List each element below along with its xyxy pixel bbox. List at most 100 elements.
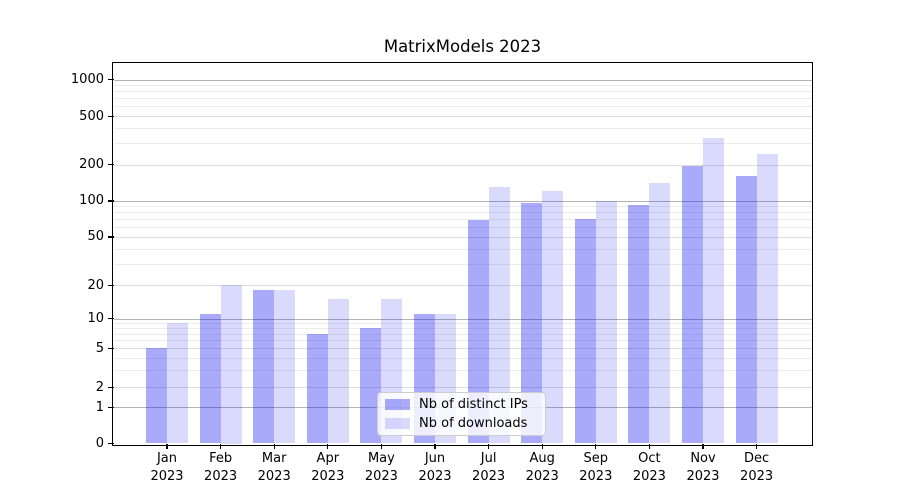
chart-title: MatrixModels 2023 (383, 37, 542, 56)
bar-downloads-jan (167, 323, 188, 444)
gridline-minor (113, 143, 812, 145)
legend: Nb of distinct IPs Nb of downloads (377, 392, 546, 436)
legend-swatch-downloads (385, 418, 410, 429)
x-tick-label: May 2023 (354, 450, 408, 485)
x-tick-year: 2023 (740, 468, 774, 484)
x-tick-month: Feb (209, 451, 233, 466)
bar-distinct-ips-jul (467, 220, 489, 444)
y-tick-label: 50 (87, 229, 104, 245)
y-tick-label: 100 (79, 193, 104, 209)
x-tick-month: Nov (690, 451, 716, 466)
bar-downloads-jul (488, 186, 510, 444)
gridline-minor (113, 127, 812, 129)
bar-downloads-sep (595, 200, 617, 444)
x-tick-year: 2023 (472, 468, 506, 484)
y-tick-mark (108, 347, 114, 350)
legend-label: Nb of distinct IPs (419, 397, 528, 412)
x-tick-label: Jan 2023 (140, 450, 194, 485)
gridline-minor (113, 323, 812, 325)
x-tick-mark (595, 443, 597, 449)
x-tick-label: Sep 2023 (569, 450, 623, 485)
bar-downloads-dec (756, 153, 778, 444)
x-tick-month: Jan (156, 451, 178, 466)
x-tick-month: Apr (316, 451, 340, 466)
gridline-major (113, 318, 812, 320)
legend-item-downloads: Nb of downloads (385, 416, 545, 431)
y-tick-label: 500 (79, 108, 104, 124)
gridline-minor (113, 98, 812, 100)
bar-distinct-ips-mar (253, 290, 275, 444)
y-tick-mark (108, 318, 114, 320)
x-tick-year: 2023 (418, 468, 452, 484)
y-tick-mark (108, 386, 114, 389)
gridline-minor (113, 206, 812, 208)
x-tick-mark (434, 443, 436, 449)
y-tick-label: 0 (95, 436, 104, 451)
y-tick-mark (108, 406, 114, 409)
x-tick-label: Oct 2023 (622, 450, 676, 485)
gridline (113, 285, 812, 286)
bar-distinct-ips-apr (306, 333, 328, 444)
bar-downloads-feb (220, 285, 242, 444)
bar-downloads-apr (327, 298, 349, 444)
x-tick-month: Mar (261, 451, 287, 466)
bar-distinct-ips-aug (521, 202, 543, 444)
x-tick-label: Nov 2023 (676, 450, 730, 485)
gridline-minor (113, 91, 812, 93)
x-tick-label: Feb 2023 (194, 450, 248, 485)
bar-downloads-nov (703, 137, 724, 444)
x-tick-mark (380, 443, 383, 449)
gridline (113, 236, 812, 238)
x-tick-mark (487, 443, 490, 449)
gridline-minor (113, 333, 812, 335)
x-tick-label: Jul 2023 (462, 450, 516, 485)
x-tick-mark (327, 443, 329, 449)
x-tick-mark (541, 443, 543, 449)
gridline-minor (113, 328, 812, 330)
x-tick-year: 2023 (364, 468, 398, 484)
y-tick-mark (108, 284, 114, 286)
x-tick-year: 2023 (525, 468, 559, 484)
x-tick-mark (273, 443, 275, 449)
y-tick-label: 1 (95, 399, 104, 415)
x-tick-month: Jul (480, 451, 497, 466)
y-tick-label: 200 (79, 157, 104, 172)
x-tick-label: Mar 2023 (247, 450, 301, 485)
x-tick-month: Aug (529, 451, 555, 466)
x-tick-month: Sep (583, 451, 609, 466)
x-tick-label: Jun 2023 (408, 450, 462, 485)
gridline-minor (113, 219, 812, 221)
x-tick-mark (648, 443, 651, 449)
y-tick-mark (108, 79, 114, 81)
y-tick-mark (108, 164, 114, 166)
gridline (113, 116, 812, 117)
x-tick-month: Jun (424, 451, 446, 466)
bar-distinct-ips-oct (628, 205, 650, 444)
y-tick-label: 2 (95, 379, 104, 395)
x-tick-year: 2023 (204, 468, 238, 484)
y-tick-label: 20 (87, 277, 104, 293)
gridline (113, 387, 812, 389)
gridline-minor (113, 263, 812, 265)
bar-distinct-ips-sep (574, 218, 596, 444)
x-tick-month: May (367, 451, 395, 466)
bar-downloads-oct (649, 183, 671, 444)
bar-distinct-ips-feb (199, 313, 221, 444)
x-tick-year: 2023 (150, 468, 184, 484)
y-tick-mark (108, 443, 114, 445)
x-tick-year: 2023 (257, 468, 291, 484)
y-tick-label: 1000 (70, 72, 104, 87)
gridline (113, 348, 812, 350)
bar-distinct-ips-jan (146, 348, 167, 444)
gridline-minor (113, 106, 812, 108)
y-tick-label: 10 (87, 311, 104, 326)
gridline-minor (113, 85, 812, 87)
gridline-minor (113, 340, 812, 342)
x-tick-mark (166, 443, 168, 449)
gridline-major (113, 200, 812, 202)
bar-distinct-ips-dec (735, 176, 757, 444)
legend-label: Nb of downloads (419, 416, 528, 431)
legend-item-distinct-ips: Nb of distinct IPs (385, 397, 545, 412)
bar-distinct-ips-may (360, 328, 382, 444)
